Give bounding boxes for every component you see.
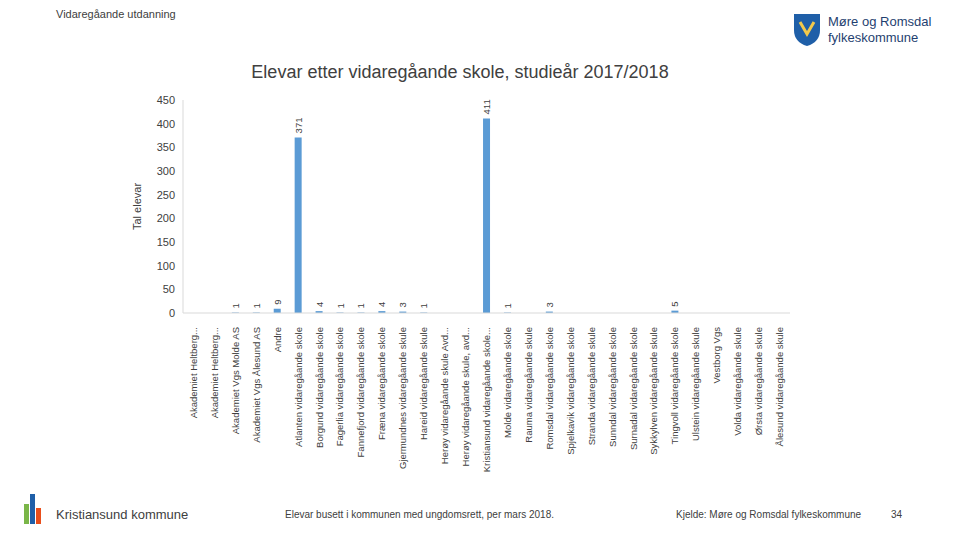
- svg-text:Ulstein vidaregåande skule: Ulstein vidaregåande skule: [690, 327, 701, 441]
- svg-text:Akademiet Heltberg...: Akademiet Heltberg...: [209, 327, 220, 418]
- svg-text:100: 100: [157, 260, 175, 272]
- svg-text:450: 450: [157, 94, 175, 106]
- svg-text:9: 9: [272, 299, 283, 304]
- svg-text:Stranda vidaregåande skule: Stranda vidaregåande skule: [586, 327, 597, 445]
- svg-text:300: 300: [157, 165, 175, 177]
- svg-text:150: 150: [157, 236, 175, 248]
- svg-text:Hareid vidaregåande skule: Hareid vidaregåande skule: [418, 327, 429, 440]
- svg-text:1: 1: [335, 303, 346, 308]
- svg-text:3: 3: [397, 302, 408, 307]
- html-text:Møre og Romsdal: Møre og Romsdal: [828, 14, 932, 29]
- html-text:Kjelde: Møre og Romsdal fylkes: Kjelde: Møre og Romsdal fylkeskommune: [676, 509, 862, 520]
- svg-text:Fannefjord vidaregåande skole: Fannefjord vidaregåande skole: [355, 327, 366, 457]
- svg-text:Romsdal vidaregåande skole: Romsdal vidaregåande skole: [544, 327, 555, 450]
- html-text:fylkeskommune: fylkeskommune: [828, 30, 919, 45]
- svg-text:Atlanten vidaregåande skole: Atlanten vidaregåande skole: [293, 327, 304, 447]
- svg-text:Surnadal vidaregåande skole: Surnadal vidaregåande skole: [628, 327, 639, 450]
- svg-text:1: 1: [355, 303, 366, 308]
- svg-text:5: 5: [669, 301, 680, 306]
- svg-text:Herøy vidaregåande skule, avd.: Herøy vidaregåande skule, avd...: [460, 327, 471, 466]
- svg-text:Fagerlia vidaregåande skole: Fagerlia vidaregåande skole: [334, 327, 345, 446]
- svg-text:1: 1: [230, 303, 241, 308]
- svg-text:Borgund vidaregåande skole: Borgund vidaregåande skole: [314, 327, 325, 448]
- svg-text:1: 1: [418, 303, 429, 308]
- html-text:Vidaregåande utdanning: Vidaregåande utdanning: [56, 8, 176, 20]
- svg-text:Gjermundnes vidaregåande skule: Gjermundnes vidaregåande skule: [397, 327, 408, 469]
- svg-text:Fræna vidaregåande skole: Fræna vidaregåande skole: [376, 327, 387, 440]
- svg-text:Vestborg Vgs: Vestborg Vgs: [711, 327, 722, 384]
- svg-text:Ålesund vidaregåande skule: Ålesund vidaregåande skule: [774, 327, 785, 446]
- svg-text:371: 371: [293, 118, 304, 134]
- svg-text:1: 1: [502, 303, 513, 308]
- svg-text:350: 350: [157, 141, 175, 153]
- svg-text:1: 1: [251, 303, 262, 308]
- svg-text:Akademiet Vgs Ålesund AS: Akademiet Vgs Ålesund AS: [251, 327, 262, 443]
- svg-text:4: 4: [314, 302, 325, 307]
- svg-text:Ørsta vidaregåande skule: Ørsta vidaregåande skule: [753, 327, 764, 435]
- svg-text:3: 3: [544, 302, 555, 307]
- svg-text:0: 0: [169, 307, 175, 319]
- html-text:Elevar etter vidaregåande skol: Elevar etter vidaregåande skole, studieå…: [251, 62, 669, 82]
- svg-text:Tal elevar: Tal elevar: [131, 183, 143, 230]
- svg-text:Rauma vidaregåande skule: Rauma vidaregåande skule: [523, 327, 534, 443]
- svg-text:4: 4: [376, 302, 387, 307]
- html-text:Elevar busett i kommunen med u: Elevar busett i kommunen med ungdomsrett…: [285, 509, 554, 520]
- svg-text:Tingvoll vidaregåande skole: Tingvoll vidaregåande skole: [669, 327, 680, 444]
- svg-text:50: 50: [163, 283, 175, 295]
- svg-text:Kristiansund vidaregåande skol: Kristiansund vidaregåande skole...: [481, 327, 492, 472]
- html-text:Kristiansund kommune: Kristiansund kommune: [56, 507, 189, 522]
- svg-text:Andre: Andre: [272, 327, 283, 352]
- html-text:34: 34: [891, 509, 903, 520]
- svg-text:Akademiet Heltberg...: Akademiet Heltberg...: [188, 327, 199, 418]
- svg-text:250: 250: [157, 189, 175, 201]
- svg-text:Herøy vidaregåande skule Avd..: Herøy vidaregåande skule Avd...: [439, 327, 450, 464]
- svg-text:200: 200: [157, 212, 175, 224]
- svg-text:Akademiet Vgs Molde AS: Akademiet Vgs Molde AS: [230, 327, 241, 434]
- svg-text:400: 400: [157, 118, 175, 130]
- svg-text:Sykkylven vidaregåande skule: Sykkylven vidaregåande skule: [648, 327, 659, 455]
- svg-text:Molde vidaregåande skole: Molde vidaregåande skole: [502, 327, 513, 438]
- svg-text:Spjelkavik vidaregåande skole: Spjelkavik vidaregåande skole: [565, 327, 576, 455]
- svg-text:Sunndal vidaregåande skole: Sunndal vidaregåande skole: [607, 327, 618, 447]
- svg-text:Volda vidaregåande skule: Volda vidaregåande skule: [732, 327, 743, 436]
- svg-text:411: 411: [481, 99, 492, 114]
